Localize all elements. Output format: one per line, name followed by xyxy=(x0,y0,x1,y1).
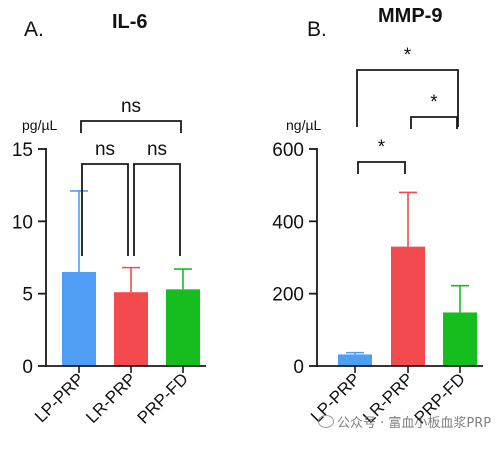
panel-a-category-label-1: LR-PRP xyxy=(82,369,140,427)
panel-a-y-tick-label-2: 10 xyxy=(12,212,33,233)
panel-a-category-label-0: LP-PRP xyxy=(31,369,88,426)
panel-b-bar-0 xyxy=(338,354,372,366)
panel-b-significance-label-0: * xyxy=(404,45,412,66)
panel-a-significance-label-0: ns xyxy=(121,96,141,117)
panel-a-category-label-2: PRP-FD xyxy=(134,369,192,427)
panel-a-significance-bracket-2 xyxy=(133,163,181,256)
panel-a-y-tick-label-3: 15 xyxy=(12,140,33,161)
panel-a-letter: A. xyxy=(24,18,44,41)
panel-b-bar-1 xyxy=(391,246,425,366)
panel-a-significance-bracket-1 xyxy=(81,163,129,256)
wechat-icon xyxy=(318,415,334,428)
panel-a-bar-1 xyxy=(114,292,148,366)
panel-a-bar-2 xyxy=(166,289,200,366)
panel-b-y-tick-label-0: 0 xyxy=(293,357,304,378)
watermark-text: 公众号 · 富血小板血浆PRP xyxy=(337,416,492,431)
panel-b-y-axis-label: ng/µL xyxy=(286,117,322,133)
panel-b-y-tick-label-2: 400 xyxy=(272,212,304,233)
panel-b-y-tick-label-1: 200 xyxy=(272,285,304,306)
panel-b-title: MMP-9 xyxy=(378,5,442,27)
panel-a-bar-0 xyxy=(62,271,96,366)
panel-b-y-tick-label-3: 600 xyxy=(272,140,304,161)
panel-b-letter: B. xyxy=(307,18,327,41)
panel-a-y-tick-label-1: 5 xyxy=(22,285,33,306)
panel-b-bar-2 xyxy=(443,312,477,366)
watermark: 公众号 · 富血小板血浆PRP xyxy=(318,412,491,431)
panel-a-significance-label-2: ns xyxy=(147,139,167,160)
panel-a-significance-label-1: ns xyxy=(95,139,115,160)
panel-b-significance-bracket-1 xyxy=(410,116,458,129)
panel-b-significance-bracket-0 xyxy=(356,69,459,127)
panel-a-y-axis-label: pg/µL xyxy=(22,117,58,133)
panel-a-title: IL-6 xyxy=(112,11,148,33)
panel-b-significance-label-1: * xyxy=(430,92,438,113)
panel-b-significance-label-2: * xyxy=(378,137,386,158)
panel-b-significance-bracket-2 xyxy=(357,161,406,174)
panel-a-y-tick-label-0: 0 xyxy=(22,357,33,378)
panel-a-significance-bracket-0 xyxy=(80,120,182,133)
